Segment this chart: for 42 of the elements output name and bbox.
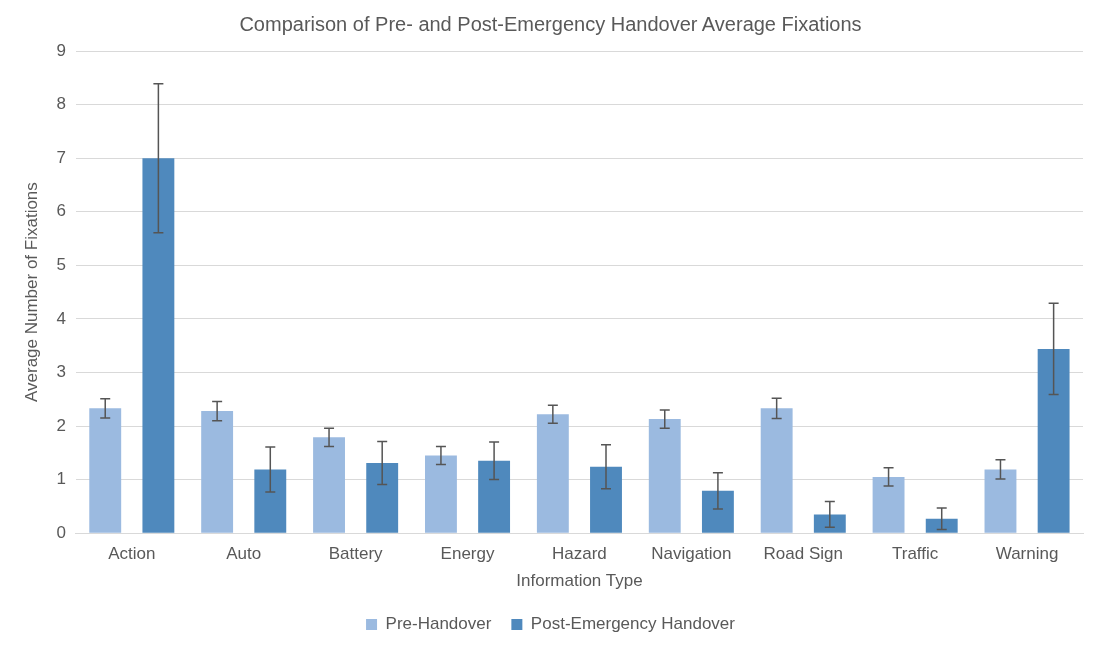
bar <box>536 414 569 533</box>
x-tick-label: Hazard <box>552 544 607 564</box>
bar <box>478 460 511 533</box>
bar <box>872 476 905 533</box>
x-tick-label: Traffic <box>891 544 939 564</box>
bar <box>590 466 622 533</box>
y-axis-title: Average Number of Fixations <box>21 182 41 403</box>
bar <box>89 408 122 533</box>
bar <box>201 411 234 533</box>
y-tick-label: 2 <box>56 415 66 435</box>
y-tick-label: 5 <box>56 255 66 274</box>
x-axis-title: Information Type <box>516 571 643 591</box>
x-tick-label: Navigation <box>651 544 732 564</box>
y-tick-label: 9 <box>56 40 66 60</box>
y-tick-label: 4 <box>56 308 66 328</box>
bar <box>142 158 175 533</box>
bar <box>1037 348 1070 533</box>
y-tick-label: 3 <box>56 362 66 382</box>
bar <box>760 408 793 533</box>
bar <box>984 469 1017 533</box>
x-tick-label: Battery <box>328 544 384 564</box>
y-tick-label: 6 <box>56 201 66 221</box>
bar <box>648 419 681 533</box>
bar <box>813 514 846 533</box>
bar <box>254 469 287 533</box>
y-tick-label: 1 <box>56 469 66 489</box>
bar <box>701 490 734 533</box>
y-tick-label: 0 <box>56 522 66 542</box>
x-tick-label: Action <box>108 544 156 564</box>
x-tick-label: Auto <box>226 544 262 564</box>
legend-label: Pre-Handover <box>385 614 492 634</box>
y-tick-label: 7 <box>56 147 66 167</box>
x-tick-label: Warning <box>995 544 1059 564</box>
bar <box>425 455 457 533</box>
legend-label: Post-Emergency Handover <box>530 614 736 634</box>
x-tick-label: Energy <box>440 544 495 564</box>
bar <box>925 518 958 533</box>
y-tick-label: 8 <box>56 94 66 114</box>
x-tick-label: Road Sign <box>763 544 843 564</box>
bar <box>366 463 399 533</box>
chart-title: Comparison of Pre- and Post-Emergency Handover Average Fixations <box>239 12 862 35</box>
bar <box>313 437 345 533</box>
